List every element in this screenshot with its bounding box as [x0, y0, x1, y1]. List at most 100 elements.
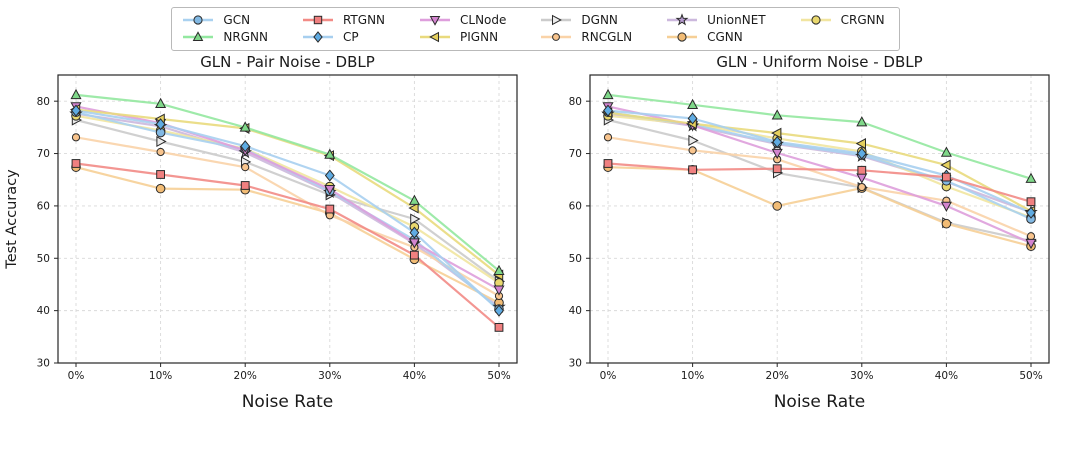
- rtgnn-point: [156, 170, 165, 179]
- x-tick-label: 50%: [487, 370, 510, 382]
- legend-label: PIGNN: [460, 30, 499, 44]
- legend-label: NRGNN: [223, 30, 268, 44]
- nrgnn-point: [70, 88, 82, 100]
- legend-label: UnionNET: [707, 13, 766, 27]
- nrgnn-point: [493, 264, 505, 276]
- legend-item-unionnet: UnionNET: [666, 13, 766, 27]
- rtgnn-point: [1026, 197, 1036, 207]
- clnode-point: [1025, 238, 1037, 250]
- rtgnn-point: [688, 165, 697, 175]
- cp-point: [856, 147, 867, 160]
- cp-point: [71, 104, 81, 117]
- chart-pair-noise: 0% 10% 20% 30% 40% 50% 30 40 50 60 70 80 GLN - Pair …: [2, 53, 533, 419]
- y-tick-label: 70: [569, 148, 582, 160]
- rtgnn-point: [410, 250, 419, 260]
- rtgnn-point: [71, 159, 81, 168]
- cp-point: [155, 118, 166, 131]
- y-tick-label: 60: [569, 201, 582, 213]
- rtgnn-point: [772, 164, 782, 174]
- legend-label: CP: [342, 30, 359, 44]
- rtgnn-point: [494, 322, 504, 332]
- charts-row: 0% 10% 20% 30% 40% 50% 30 40 50 60 70 80 GLN - Pair …: [0, 53, 1071, 419]
- y-tick-label: 30: [37, 358, 50, 370]
- pignn-line: [606, 111, 1033, 213]
- rtgnn-line: [606, 162, 1033, 203]
- y-tick-label: 40: [37, 305, 50, 317]
- x-tick-label: 0%: [600, 370, 617, 382]
- nrgnn-point: [771, 109, 783, 120]
- x-tick-label: 10%: [681, 370, 704, 382]
- legend-item-gcn: GCN: [182, 13, 268, 27]
- rtgnn-line: [74, 162, 501, 329]
- pignn-marker-icon: [420, 31, 451, 43]
- clnode-point: [940, 201, 952, 212]
- dgnn-line: [606, 118, 1033, 243]
- pignn-point: [408, 202, 419, 214]
- cp-point: [772, 135, 783, 149]
- rncgln-line: [74, 136, 501, 298]
- cp-point: [494, 304, 504, 317]
- nrgnn-point: [940, 146, 952, 157]
- x-tick-label: 10%: [149, 370, 172, 382]
- legend-item-pignn: PIGNN: [419, 30, 506, 44]
- legend-item-rtgnn: RTGNN: [302, 13, 385, 27]
- y-tick-label: 50: [37, 253, 50, 265]
- rtgnn-point: [325, 204, 335, 214]
- clnode-point: [408, 238, 420, 249]
- x-axis-label: Noise Rate: [242, 392, 334, 412]
- legend-item-clnode: CLNode: [419, 13, 506, 27]
- rncgln-marker-icon: [541, 33, 572, 41]
- x-axis-label: Noise Rate: [774, 392, 866, 412]
- cp-point: [240, 140, 251, 153]
- rncgln-point: [603, 133, 613, 142]
- rtgnn-marker-icon: [302, 15, 333, 25]
- x-tick-label: 30%: [850, 370, 873, 382]
- nrgnn-point: [324, 148, 336, 159]
- x-tick-label: 30%: [318, 370, 341, 382]
- nrgnn-point: [155, 97, 167, 108]
- unionnet-marker-icon: [667, 13, 698, 26]
- chart-title: GLN - Pair Noise - DBLP: [200, 53, 375, 71]
- cgnn-point: [155, 183, 166, 194]
- nrgnn-point: [687, 98, 699, 110]
- rncgln-point: [688, 146, 697, 155]
- nrgnn-marker-icon: [183, 31, 214, 42]
- rncgln-point: [71, 133, 81, 142]
- clnode-point: [771, 148, 783, 160]
- crgnn-line: [74, 114, 501, 284]
- rncgln-point: [857, 182, 866, 192]
- legend-label: CGNN: [707, 30, 743, 44]
- cgnn-point: [772, 201, 782, 211]
- cp-point: [324, 169, 335, 182]
- dgnn-point: [688, 134, 699, 146]
- y-tick-label: 30: [569, 358, 582, 370]
- legend-item-rncgln: RNCGLN: [540, 30, 632, 44]
- clnode-marker-icon: [420, 15, 451, 26]
- cp-point: [409, 226, 420, 239]
- chart-uniform-noise: 0% 10% 20% 30% 40% 50% 30 40 50 60 70 80 GLN - Unifo…: [540, 53, 1065, 419]
- nrgnn-point: [602, 88, 614, 100]
- x-tick-label: 20%: [234, 370, 257, 382]
- x-tick-label: 40%: [935, 370, 958, 382]
- nrgnn-line: [606, 93, 1033, 180]
- gcn-marker-icon: [183, 15, 214, 25]
- y-tick-label: 60: [37, 201, 50, 213]
- clnode-point: [493, 285, 505, 296]
- legend-label: DGNN: [581, 13, 618, 27]
- clnode-line: [74, 105, 501, 291]
- rtgnn-point: [942, 172, 951, 182]
- legend-item-cp: CP: [302, 30, 385, 44]
- nrgnn-line: [74, 93, 501, 272]
- legend-item-nrgnn: NRGNN: [182, 30, 268, 44]
- y-tick-label: 40: [569, 305, 582, 317]
- cp-point: [687, 112, 698, 125]
- rncgln-line: [606, 136, 1033, 238]
- rtgnn-point: [603, 159, 613, 168]
- crgnn-marker-icon: [800, 15, 831, 25]
- legend-item-dgnn: DGNN: [540, 13, 632, 27]
- dgnn-point: [156, 135, 167, 148]
- dgnn-marker-icon: [541, 14, 572, 26]
- legend-label: CRGNN: [840, 13, 885, 27]
- pignn-point: [771, 127, 782, 139]
